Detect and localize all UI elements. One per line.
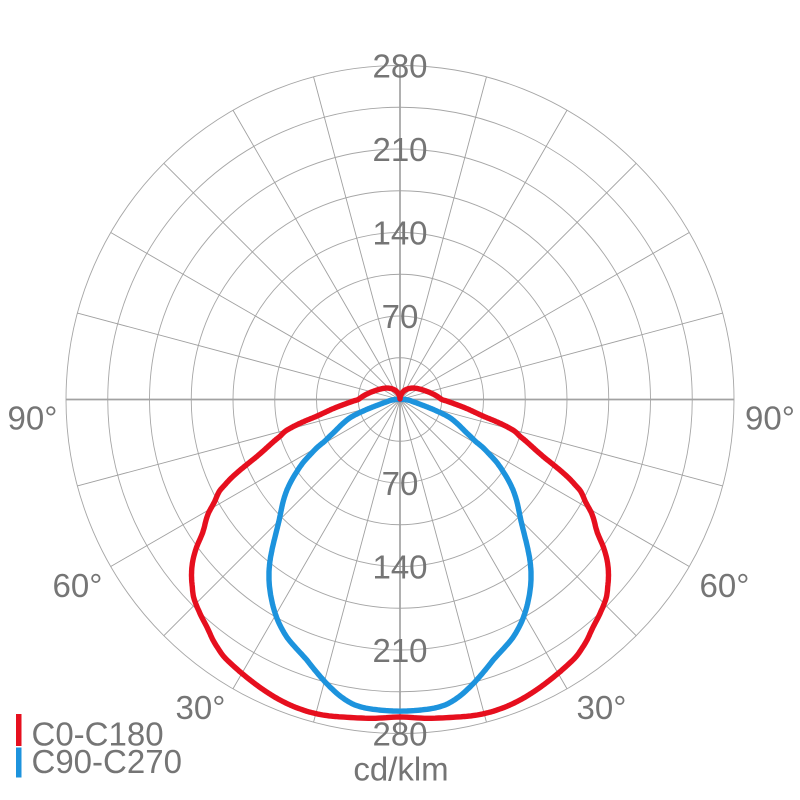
svg-text:210: 210 — [372, 632, 427, 669]
svg-text:30°: 30° — [577, 689, 627, 726]
svg-text:280: 280 — [372, 48, 427, 85]
svg-text:90°: 90° — [8, 400, 58, 437]
svg-text:70: 70 — [382, 465, 419, 502]
svg-text:60°: 60° — [700, 567, 750, 604]
svg-text:210: 210 — [372, 131, 427, 168]
svg-text:C0-C180: C0-C180 — [32, 716, 164, 753]
svg-text:70: 70 — [382, 298, 419, 335]
svg-text:C90-C270: C90-C270 — [32, 743, 182, 780]
svg-text:280: 280 — [372, 716, 427, 753]
svg-text:60°: 60° — [53, 567, 103, 604]
svg-text:140: 140 — [372, 549, 427, 586]
svg-text:30°: 30° — [176, 689, 226, 726]
svg-text:140: 140 — [372, 215, 427, 252]
svg-text:cd/klm: cd/klm — [353, 751, 448, 788]
svg-text:90°: 90° — [745, 400, 795, 437]
